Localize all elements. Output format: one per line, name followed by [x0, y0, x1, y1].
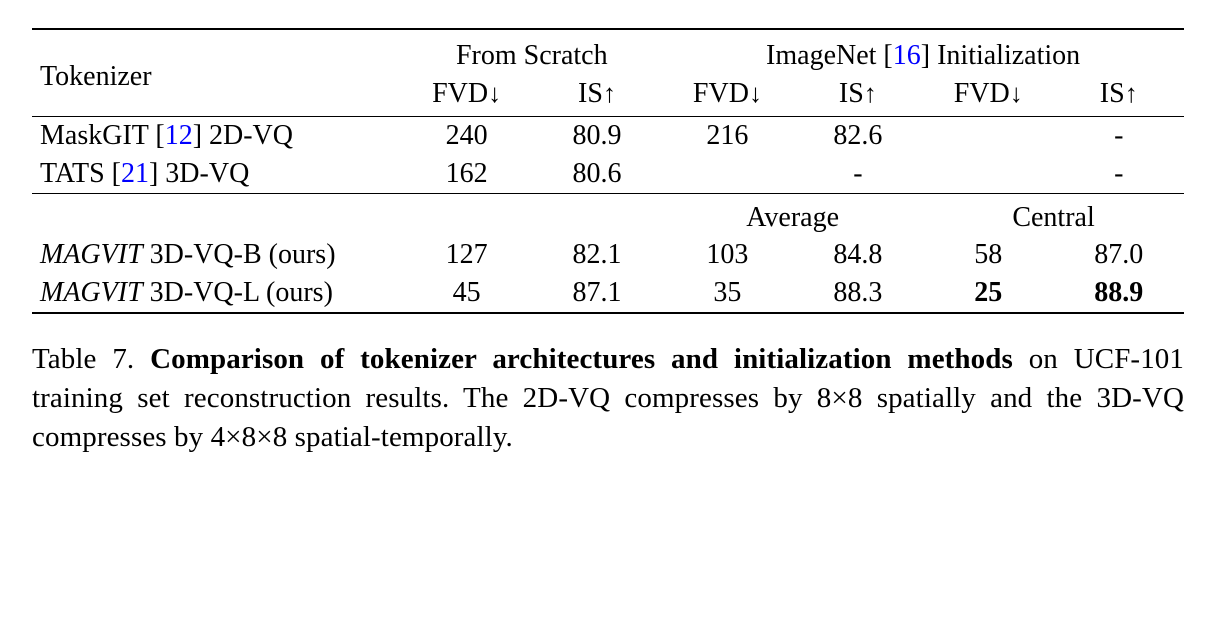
table-row: MAGVIT 3D-VQ-B (ours)12782.110384.85887.… — [32, 236, 1184, 274]
row-name: MAGVIT 3D-VQ-L (ours) — [32, 274, 401, 313]
cell-fvd-avg: 35 — [662, 274, 792, 313]
row-name: MAGVIT 3D-VQ-B (ours) — [32, 236, 401, 274]
cell-fvd-scratch: 240 — [401, 117, 531, 156]
fvd-cen: FVD↓ — [923, 75, 1053, 117]
fvd-avg: FVD↓ — [662, 75, 792, 117]
cell-fvd-avg — [662, 155, 792, 194]
table-row: TATS [21] 3D-VQ16280.6 - - — [32, 155, 1184, 194]
cell-is-scratch: 80.9 — [532, 117, 662, 156]
cell-is-avg: 88.3 — [793, 274, 923, 313]
cell-fvd-scratch: 162 — [401, 155, 531, 194]
imagenet-cite: 16 — [893, 40, 921, 71]
imagenet-post: ] Initialization — [921, 40, 1080, 71]
cell-is-scratch: 82.1 — [532, 236, 662, 274]
subheader-row: Average Central — [32, 194, 1184, 237]
cell-is-avg: 82.6 — [793, 117, 923, 156]
cell-is-cen: - — [1053, 117, 1184, 156]
col-header-from-scratch: From Scratch — [401, 29, 662, 75]
subheader-central: Central — [923, 194, 1184, 237]
caption-label: Table 7. — [32, 343, 134, 375]
cell-fvd-scratch: 127 — [401, 236, 531, 274]
cell-fvd-cen: 25 — [923, 274, 1053, 313]
is-scratch: IS↑ — [532, 75, 662, 117]
cell-fvd-cen — [923, 117, 1053, 156]
subheader-average: Average — [662, 194, 923, 237]
fvd-scratch: FVD↓ — [401, 75, 531, 117]
row-name: TATS [21] 3D-VQ — [32, 155, 401, 194]
cell-is-avg: 84.8 — [793, 236, 923, 274]
cell-is-avg: - — [793, 155, 923, 194]
comparison-table: Tokenizer From Scratch ImageNet [16] Ini… — [32, 28, 1184, 314]
cell-is-cen: 87.0 — [1053, 236, 1184, 274]
row-name: MaskGIT [12] 2D-VQ — [32, 117, 401, 156]
cell-is-cen: 88.9 — [1053, 274, 1184, 313]
header-row-1: Tokenizer From Scratch ImageNet [16] Ini… — [32, 29, 1184, 75]
is-avg: IS↑ — [793, 75, 923, 117]
caption-bold: Comparison of tokenizer architectures an… — [150, 343, 1013, 375]
table-row: MAGVIT 3D-VQ-L (ours)4587.13588.32588.9 — [32, 274, 1184, 313]
cell-fvd-cen: 58 — [923, 236, 1053, 274]
cell-is-scratch: 87.1 — [532, 274, 662, 313]
cell-is-scratch: 80.6 — [532, 155, 662, 194]
cell-is-cen: - — [1053, 155, 1184, 194]
col-header-tokenizer: Tokenizer — [32, 29, 401, 117]
cell-fvd-avg: 103 — [662, 236, 792, 274]
table-row: MaskGIT [12] 2D-VQ24080.921682.6 - — [32, 117, 1184, 156]
cell-fvd-scratch: 45 — [401, 274, 531, 313]
table-caption: Table 7. Comparison of tokenizer archite… — [32, 340, 1184, 457]
imagenet-pre: ImageNet [ — [766, 40, 893, 71]
is-cen: IS↑ — [1053, 75, 1184, 117]
col-header-imagenet: ImageNet [16] Initialization — [662, 29, 1184, 75]
cell-fvd-cen — [923, 155, 1053, 194]
cell-fvd-avg: 216 — [662, 117, 792, 156]
table-container: Tokenizer From Scratch ImageNet [16] Ini… — [32, 28, 1184, 314]
